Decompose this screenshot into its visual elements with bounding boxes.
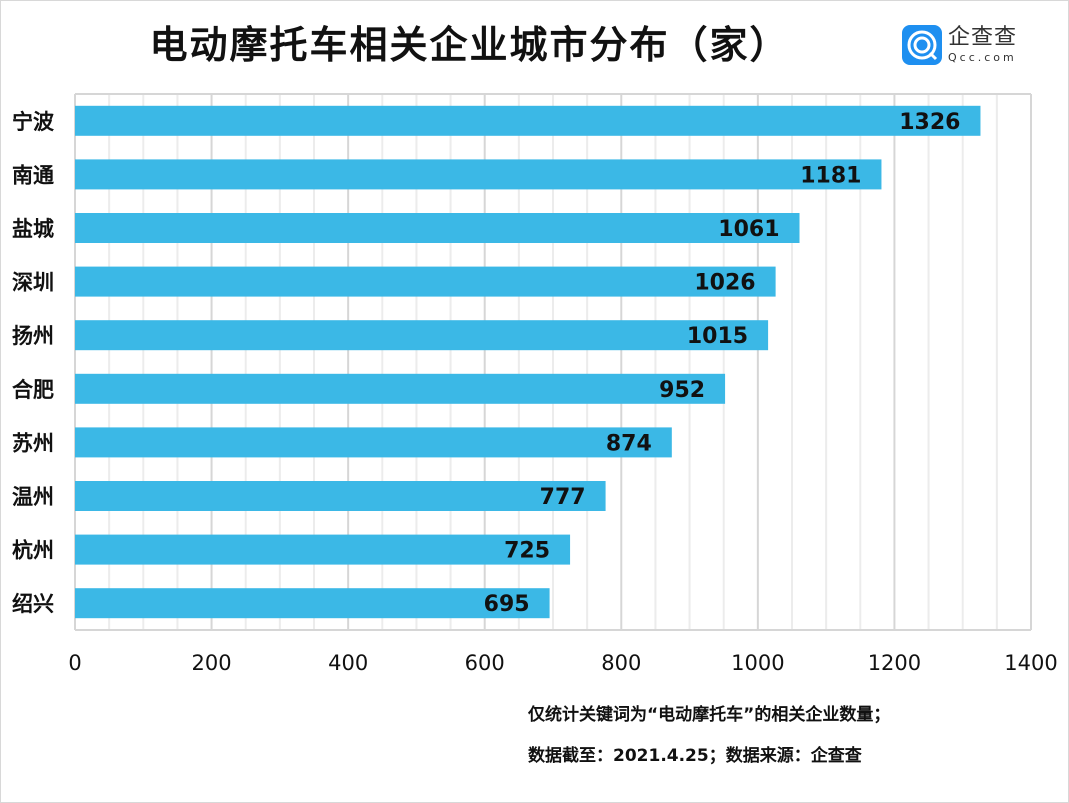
bar xyxy=(75,105,981,136)
bar xyxy=(75,213,800,243)
x-tick-label: 1400 xyxy=(1004,651,1057,675)
data-label: 725 xyxy=(504,539,550,564)
data-label: 952 xyxy=(659,378,705,403)
bar xyxy=(75,266,776,297)
x-tick-label: 800 xyxy=(601,651,641,675)
bar xyxy=(75,588,550,619)
x-tick-label: 200 xyxy=(192,651,232,675)
bar xyxy=(75,427,672,458)
bar xyxy=(75,373,726,404)
bar xyxy=(75,320,769,351)
category-label: 盐城 xyxy=(12,217,54,241)
category-label: 绍兴 xyxy=(12,592,54,616)
qcc-logo: 企查查 Qcc.com xyxy=(902,25,1017,65)
category-label: 温州 xyxy=(12,485,54,509)
x-tick-label: 1000 xyxy=(731,651,784,675)
data-label: 874 xyxy=(606,431,652,456)
x-tick-label: 600 xyxy=(465,651,505,675)
x-tick-label: 400 xyxy=(328,651,368,675)
footnote-source: 数据截至：2021.4.25；数据来源：企查查 xyxy=(528,746,862,766)
data-label: 1326 xyxy=(899,110,960,135)
bar xyxy=(75,534,571,565)
category-label: 南通 xyxy=(12,163,54,187)
footnote-scope: 仅统计关键词为“电动摩托车”的相关企业数量； xyxy=(528,705,891,725)
data-label: 1061 xyxy=(718,217,779,242)
chart-title: 电动摩托车相关企业城市分布（家） xyxy=(149,23,790,67)
data-label: 777 xyxy=(540,485,586,510)
category-label: 宁波 xyxy=(12,110,55,134)
qcc-logo-icon xyxy=(902,25,942,65)
category-label: 扬州 xyxy=(12,324,54,348)
x-tick-label: 1200 xyxy=(868,651,921,675)
logo-text-en: Qcc.com xyxy=(948,51,1017,64)
data-label: 1026 xyxy=(694,271,755,296)
category-label: 合肥 xyxy=(12,378,54,402)
category-label: 苏州 xyxy=(12,431,54,455)
category-label: 杭州 xyxy=(12,539,54,563)
bar xyxy=(75,159,882,190)
data-label: 1015 xyxy=(687,324,748,349)
category-label: 深圳 xyxy=(12,271,54,295)
logo-text-cn: 企查查 xyxy=(948,25,1018,50)
x-tick-label: 0 xyxy=(68,651,81,675)
bar xyxy=(75,481,606,511)
data-label: 695 xyxy=(484,592,530,617)
data-label: 1181 xyxy=(800,163,861,188)
